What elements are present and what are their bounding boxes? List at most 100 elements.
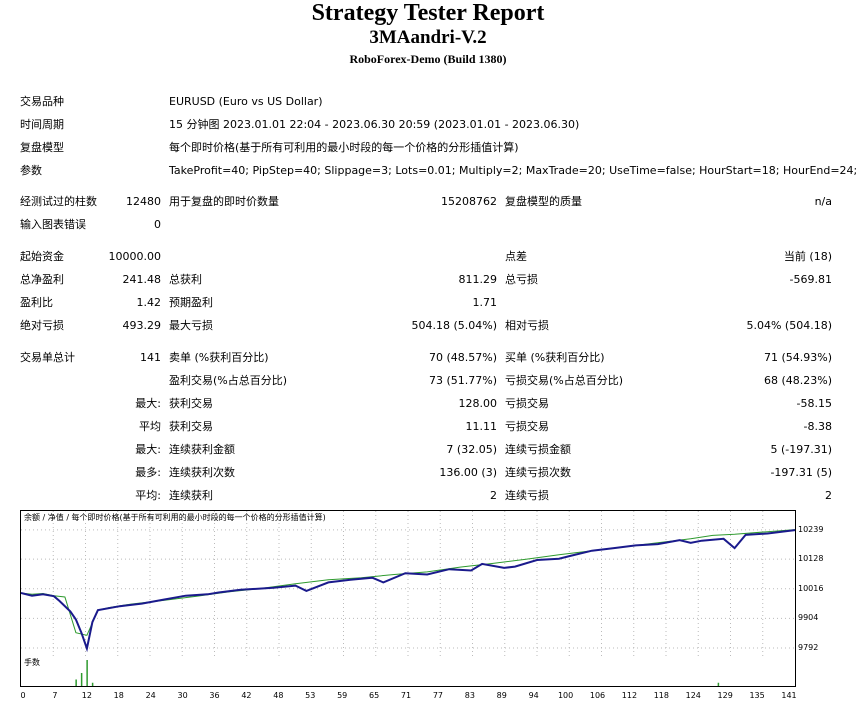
expected-payoff-label: 预期盈利 [169, 296, 213, 309]
max-drawdown-value: 504.18 (5.04%) [411, 319, 497, 332]
x-tick-label: 135 [749, 691, 765, 700]
total-trades-label: 交易单总计 [20, 351, 75, 364]
x-tick-label: 42 [241, 691, 252, 700]
maximum-prefix: 最大: [135, 443, 161, 456]
x-tick-label: 100 [557, 691, 574, 700]
short-positions-label: 卖单 (%获利百分比) [169, 351, 269, 364]
profit-trades-label: 盈利交易(%占总百分比) [169, 374, 288, 387]
relative-drawdown-label: 相对亏损 [505, 319, 549, 332]
period-value: 15 分钟图 2023.01.01 22:04 - 2023.06.30 20:… [169, 118, 580, 131]
quality-label: 复盘模型的质量 [505, 195, 582, 208]
y-tick-label: 10016 [798, 583, 824, 593]
max-consecutive-wins-value: 7 (32.05) [446, 443, 497, 456]
x-tick-label: 141 [781, 691, 797, 700]
absolute-drawdown-label: 绝对亏损 [20, 319, 64, 332]
x-tick-label: 112 [621, 691, 638, 700]
volume-caption: 手数 [24, 658, 40, 667]
x-tick-label: 83 [464, 691, 475, 700]
x-tick-label: 106 [589, 691, 606, 700]
largest-loss-label: 亏损交易 [505, 397, 549, 410]
model-value: 每个即时价格(基于所有可利用的最小时段的每一个价格的分形插值计算) [169, 141, 519, 154]
chart-caption: 余额 / 净值 / 每个即时价格(基于所有可利用的最小时段的每一个价格的分形插值… [24, 513, 326, 522]
long-positions-label: 买单 (%获利百分比) [505, 351, 605, 364]
max-drawdown-label: 最大亏损 [169, 319, 213, 332]
x-tick-label: 36 [209, 691, 220, 700]
largest-profit-value: 128.00 [458, 397, 498, 410]
balance-chart-svg [21, 511, 795, 656]
average-prefix: 平均 [139, 420, 161, 433]
gross-loss-label: 总亏损 [505, 273, 538, 286]
max-consecutive-profit-value: 136.00 (3) [439, 466, 497, 479]
max-consecutive-losses-value: 5 (-197.31) [770, 443, 832, 456]
average-consecutive-prefix: 平均: [135, 489, 161, 502]
gross-profit-value: 811.29 [458, 273, 498, 286]
average-profit-label: 获利交易 [169, 420, 213, 433]
quality-value: n/a [814, 195, 832, 208]
average-profit-value: 11.11 [465, 420, 498, 433]
x-tick-label: 53 [305, 691, 316, 700]
ticks-label: 用于复盘的即时价数量 [169, 195, 279, 208]
deposit-label: 起始资金 [20, 250, 64, 263]
net-profit-value: 241.48 [122, 273, 162, 286]
x-tick-label: 7 [52, 691, 58, 700]
profit-trades-value: 73 (51.77%) [428, 374, 497, 387]
balance-series-line [21, 529, 795, 636]
x-tick-label: 12 [81, 691, 92, 700]
volume-bar [91, 682, 94, 686]
x-tick-label: 30 [177, 691, 188, 700]
volume-chart-svg [75, 660, 720, 686]
equity-series-line [21, 529, 795, 653]
largest-prefix: 最大: [135, 397, 161, 410]
max-consecutive-profit-label: 连续获利次数 [169, 466, 235, 479]
volume-bar [717, 682, 720, 686]
average-consecutive-losses-label: 连续亏损 [505, 489, 549, 502]
max-consecutive-loss-value: -197.31 (5) [770, 466, 832, 479]
max-consecutive-loss-label: 连续亏损次数 [505, 466, 571, 479]
x-tick-label: 118 [653, 691, 669, 700]
expert-name: 3MAandri-V.2 [369, 27, 487, 48]
errors-value: 0 [154, 218, 161, 231]
total-trades-value: 141 [140, 351, 161, 364]
bars-value: 12480 [126, 195, 161, 208]
parameters-label: 参数 [20, 164, 42, 177]
x-tick-label: 0 [20, 691, 26, 700]
report-title: Strategy Tester Report [311, 0, 545, 26]
absolute-drawdown-value: 493.29 [122, 319, 162, 332]
deposit-value: 10000.00 [108, 250, 162, 263]
x-tick-label: 71 [400, 691, 412, 700]
x-tick-label: 18 [113, 691, 124, 700]
errors-label: 输入图表错误 [20, 218, 86, 231]
y-tick-label: 9904 [798, 613, 819, 623]
server-build: RoboForex-Demo (Build 1380) [349, 52, 507, 66]
y-tick-label: 10128 [798, 554, 824, 564]
most-prefix: 最多: [135, 466, 161, 479]
profit-factor-value: 1.42 [136, 296, 162, 309]
expected-payoff-value: 1.71 [472, 296, 498, 309]
volume-bar [86, 660, 88, 686]
volume-bar [75, 679, 77, 686]
x-tick-label: 89 [496, 691, 507, 700]
gross-profit-label: 总获利 [169, 273, 202, 286]
spread-value: 当前 (18) [783, 250, 832, 263]
model-label: 复盘模型 [20, 141, 64, 154]
x-tick-label: 129 [717, 691, 733, 700]
x-tick-label: 48 [273, 691, 284, 700]
largest-loss-value: -58.15 [796, 397, 832, 410]
symbol-value: EURUSD (Euro vs US Dollar) [169, 95, 323, 108]
x-tick-label: 94 [528, 691, 539, 700]
symbol-label: 交易品种 [20, 95, 64, 108]
x-tick-label: 124 [685, 691, 701, 700]
relative-drawdown-value: 5.04% (504.18) [746, 319, 832, 332]
y-tick-label: 9792 [798, 643, 819, 652]
max-consecutive-wins-label: 连续获利金额 [169, 443, 235, 456]
x-tick-label: 24 [145, 691, 156, 700]
y-tick-label: 10239 [798, 524, 824, 534]
average-consecutive-losses-value: 2 [825, 489, 832, 502]
profit-factor-label: 盈利比 [20, 296, 53, 309]
loss-trades-value: 68 (48.23%) [763, 374, 832, 387]
largest-profit-label: 获利交易 [169, 397, 213, 410]
gross-loss-value: -569.81 [789, 273, 832, 286]
bars-label: 经测试过的柱数 [20, 195, 97, 208]
x-tick-label: 65 [368, 691, 380, 700]
average-loss-label: 亏损交易 [505, 420, 549, 433]
